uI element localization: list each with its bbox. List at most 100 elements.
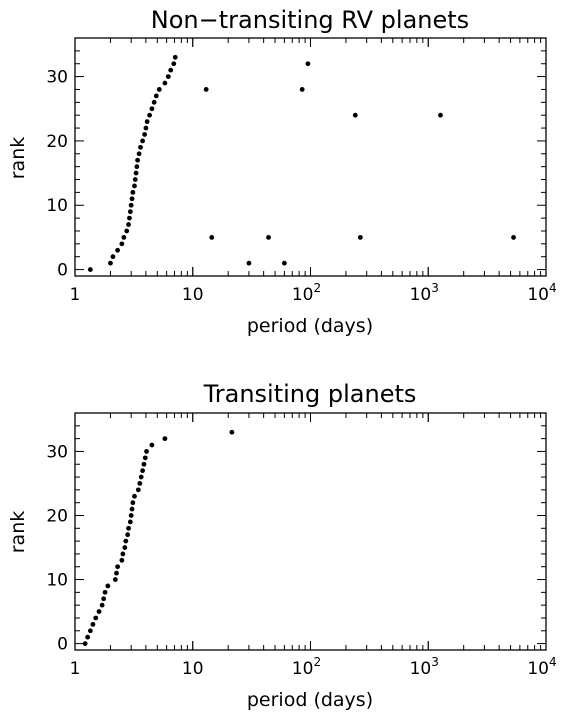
data-point xyxy=(136,151,142,157)
data-point xyxy=(123,538,129,544)
y-tick-label: 0 xyxy=(57,635,68,655)
data-point xyxy=(165,74,171,79)
y-tick-label: 20 xyxy=(46,132,68,152)
data-point xyxy=(121,235,127,240)
data-point xyxy=(108,260,113,266)
data-point xyxy=(101,596,107,602)
data-point xyxy=(105,583,111,589)
data-point xyxy=(149,106,155,112)
data-point xyxy=(127,215,132,221)
data-point xyxy=(511,235,516,240)
data-point xyxy=(129,196,135,202)
data-point xyxy=(110,254,116,260)
data-point xyxy=(132,183,137,189)
data-point xyxy=(140,468,145,474)
data-point xyxy=(162,436,168,442)
data-point xyxy=(246,260,252,266)
plot-frame xyxy=(74,412,547,651)
data-point xyxy=(135,487,141,493)
x-tick-label: 1 xyxy=(70,285,81,305)
x-axis-label: period (days) xyxy=(247,689,373,711)
data-point xyxy=(127,519,133,525)
data-point xyxy=(147,112,152,118)
y-tick-label: 30 xyxy=(46,442,68,462)
data-point xyxy=(281,260,287,266)
x-tick-label: 104 xyxy=(527,281,556,305)
y-tick-label: 0 xyxy=(57,261,68,281)
data-point xyxy=(171,61,177,67)
x-tick-label: 103 xyxy=(410,281,439,305)
data-point xyxy=(153,93,159,99)
data-point xyxy=(352,112,358,118)
data-point xyxy=(102,589,108,595)
data-point xyxy=(130,189,136,195)
data-point xyxy=(141,461,147,467)
data-point xyxy=(149,442,155,448)
data-point xyxy=(142,132,147,137)
x-tick-label: 10 xyxy=(182,659,204,679)
data-point xyxy=(112,577,118,582)
data-point xyxy=(90,621,96,627)
data-point xyxy=(122,545,128,550)
y-tick-label: 30 xyxy=(46,68,68,88)
x-axis-label: period (days) xyxy=(247,315,373,337)
data-point xyxy=(120,551,126,557)
y-axis-label: rank xyxy=(7,137,29,180)
x-tick-label: 10 xyxy=(182,285,204,305)
rv-planets-panel: Non−transiting RV planets period (days) … xyxy=(7,6,557,337)
x-tick-label: 102 xyxy=(292,655,321,679)
data-point xyxy=(142,455,148,461)
data-point xyxy=(115,564,120,570)
data-point xyxy=(126,222,131,227)
data-point xyxy=(85,634,91,640)
data-point xyxy=(87,628,93,634)
data-point xyxy=(115,247,120,253)
data-point xyxy=(132,177,138,182)
y-tick-label: 10 xyxy=(46,571,68,591)
data-point xyxy=(130,500,136,506)
data-point xyxy=(132,493,137,499)
data-point xyxy=(140,138,145,144)
data-point xyxy=(135,157,140,163)
data-point xyxy=(299,87,305,92)
data-point xyxy=(266,235,271,240)
data-point xyxy=(134,164,140,170)
data-point xyxy=(144,119,150,125)
data-point xyxy=(114,570,119,576)
data-point xyxy=(128,513,134,518)
data-point xyxy=(357,235,363,240)
data-point xyxy=(127,209,133,215)
data-point xyxy=(138,474,144,480)
data-point xyxy=(119,241,125,247)
y-tick-label: 10 xyxy=(46,196,68,216)
data-point xyxy=(156,87,162,92)
data-point xyxy=(229,429,235,435)
data-point xyxy=(168,67,174,73)
panel-title: Transiting planets xyxy=(203,380,417,408)
data-point xyxy=(138,144,143,150)
x-tick-label: 104 xyxy=(527,655,556,679)
data-point xyxy=(128,202,134,208)
y-tick-label: 20 xyxy=(46,506,68,526)
data-point xyxy=(125,532,131,538)
x-tick-label: 1 xyxy=(70,659,81,679)
data-point xyxy=(119,557,125,563)
data-point xyxy=(133,170,139,176)
plot-frame xyxy=(74,37,547,277)
data-point xyxy=(438,112,443,118)
data-point xyxy=(126,525,131,531)
data-point xyxy=(144,449,149,454)
data-point xyxy=(93,615,99,621)
data-point xyxy=(129,506,135,512)
data-point xyxy=(96,609,102,614)
data-point xyxy=(99,602,105,608)
data-point xyxy=(124,228,130,234)
data-point xyxy=(305,61,311,67)
transiting-planets-panel: Transiting planets period (days) rank 1 1… xyxy=(7,380,557,711)
data-point xyxy=(172,54,178,60)
data-point xyxy=(143,125,149,131)
data-point xyxy=(162,80,168,86)
x-tick-label: 103 xyxy=(410,655,439,679)
data-point xyxy=(151,99,157,105)
